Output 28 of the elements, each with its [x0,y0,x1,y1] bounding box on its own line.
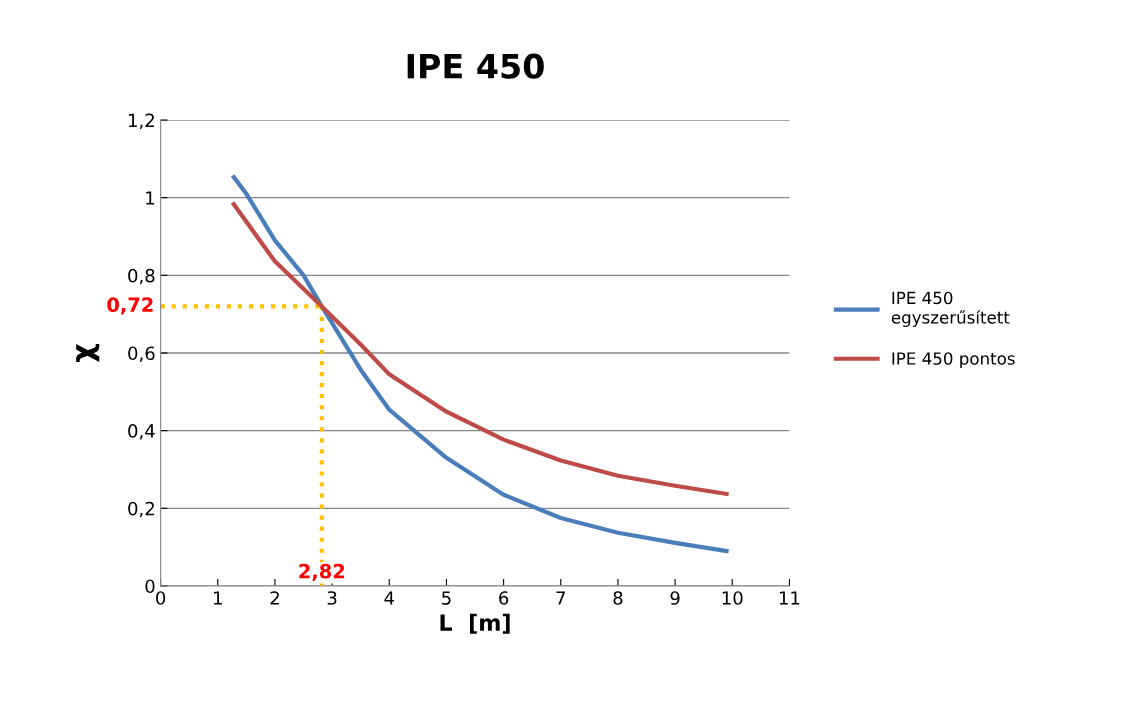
x-tick-label: 7 [556,591,565,605]
chart-title: IPE 450 [407,53,544,79]
y-tick-label: 0,6 [128,346,155,362]
y-axis-title: χ [76,343,100,363]
x-tick-label: 4 [384,591,394,605]
x-tick-label: 6 [499,591,509,605]
y-tick-label: 0 [145,579,155,594]
x-axis-title: L [m] [440,613,510,634]
legend-label: IPE 450 egyszerűsített [891,291,1010,327]
line-series [231,202,729,497]
y-tick-label: 1,2 [129,113,154,129]
y-tick-label: 0,8 [128,268,155,285]
ref-line-label: 2,82 [299,563,345,581]
legend-label: IPE 450 pontos [892,352,1015,369]
x-tick-label: 8 [613,591,623,605]
x-tick-label: 5 [442,591,451,605]
x-tick-label: 1 [214,591,222,605]
x-tick-label: 9 [670,591,680,605]
line-series [231,175,729,554]
y-tick-label: 1 [146,191,155,205]
x-tick-label: 11 [779,591,800,605]
ref-line-label: 0,72 [107,297,153,315]
y-tick-label: 0,4 [128,424,155,440]
x-tick-label: 0 [156,591,166,605]
x-tick-label: 3 [327,591,337,605]
x-tick-label: 2 [270,591,279,605]
y-tick-label: 0,2 [128,501,154,518]
x-tick-label: 10 [722,591,743,605]
